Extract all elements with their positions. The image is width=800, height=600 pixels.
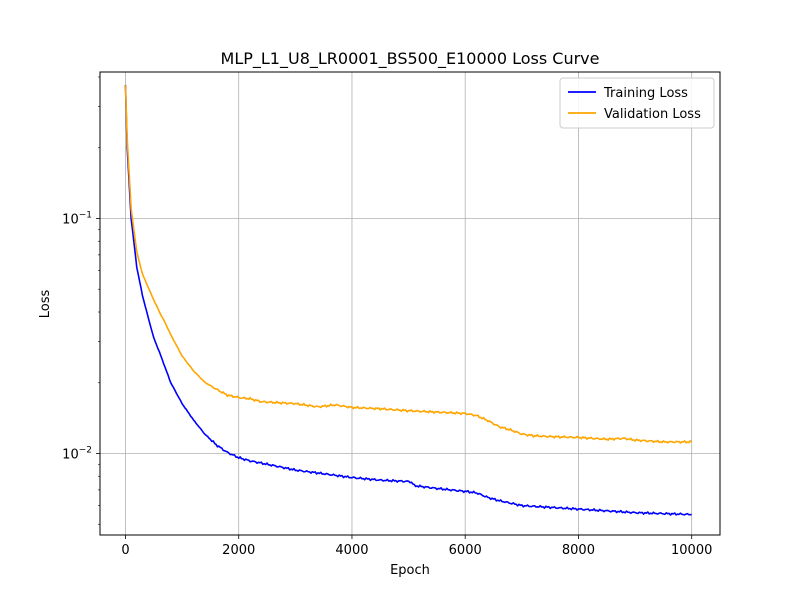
chart-title: MLP_L1_U8_LR0001_BS500_E10000 Loss Curve	[221, 49, 600, 69]
x-tick-label: 4000	[335, 543, 368, 558]
y-axis-label: Loss	[38, 290, 53, 319]
grid-lines	[100, 72, 720, 535]
series-line-validation-loss	[124, 85, 693, 444]
legend-label: Training Loss	[603, 86, 688, 101]
series-line-training-loss	[124, 84, 692, 516]
legend-label: Validation Loss	[604, 107, 701, 122]
y-tick-label: 10−1	[62, 210, 92, 227]
legend-box	[559, 77, 715, 129]
legend: Training Loss Validation Loss	[559, 77, 715, 129]
x-axis: 0 2000 4000 6000 8000 10000	[121, 535, 712, 558]
x-axis-label: Epoch	[390, 563, 430, 578]
plot-series	[124, 84, 693, 516]
x-tick-label: 6000	[449, 543, 482, 558]
y-axis: 10−1 10−2	[62, 76, 100, 525]
x-tick-label: 8000	[562, 543, 595, 558]
x-tick-label: 2000	[222, 543, 255, 558]
x-tick-label: 10000	[671, 543, 712, 558]
y-tick-label: 10−2	[62, 445, 92, 462]
plot-frame	[99, 71, 721, 536]
x-tick-label: 0	[121, 543, 129, 558]
